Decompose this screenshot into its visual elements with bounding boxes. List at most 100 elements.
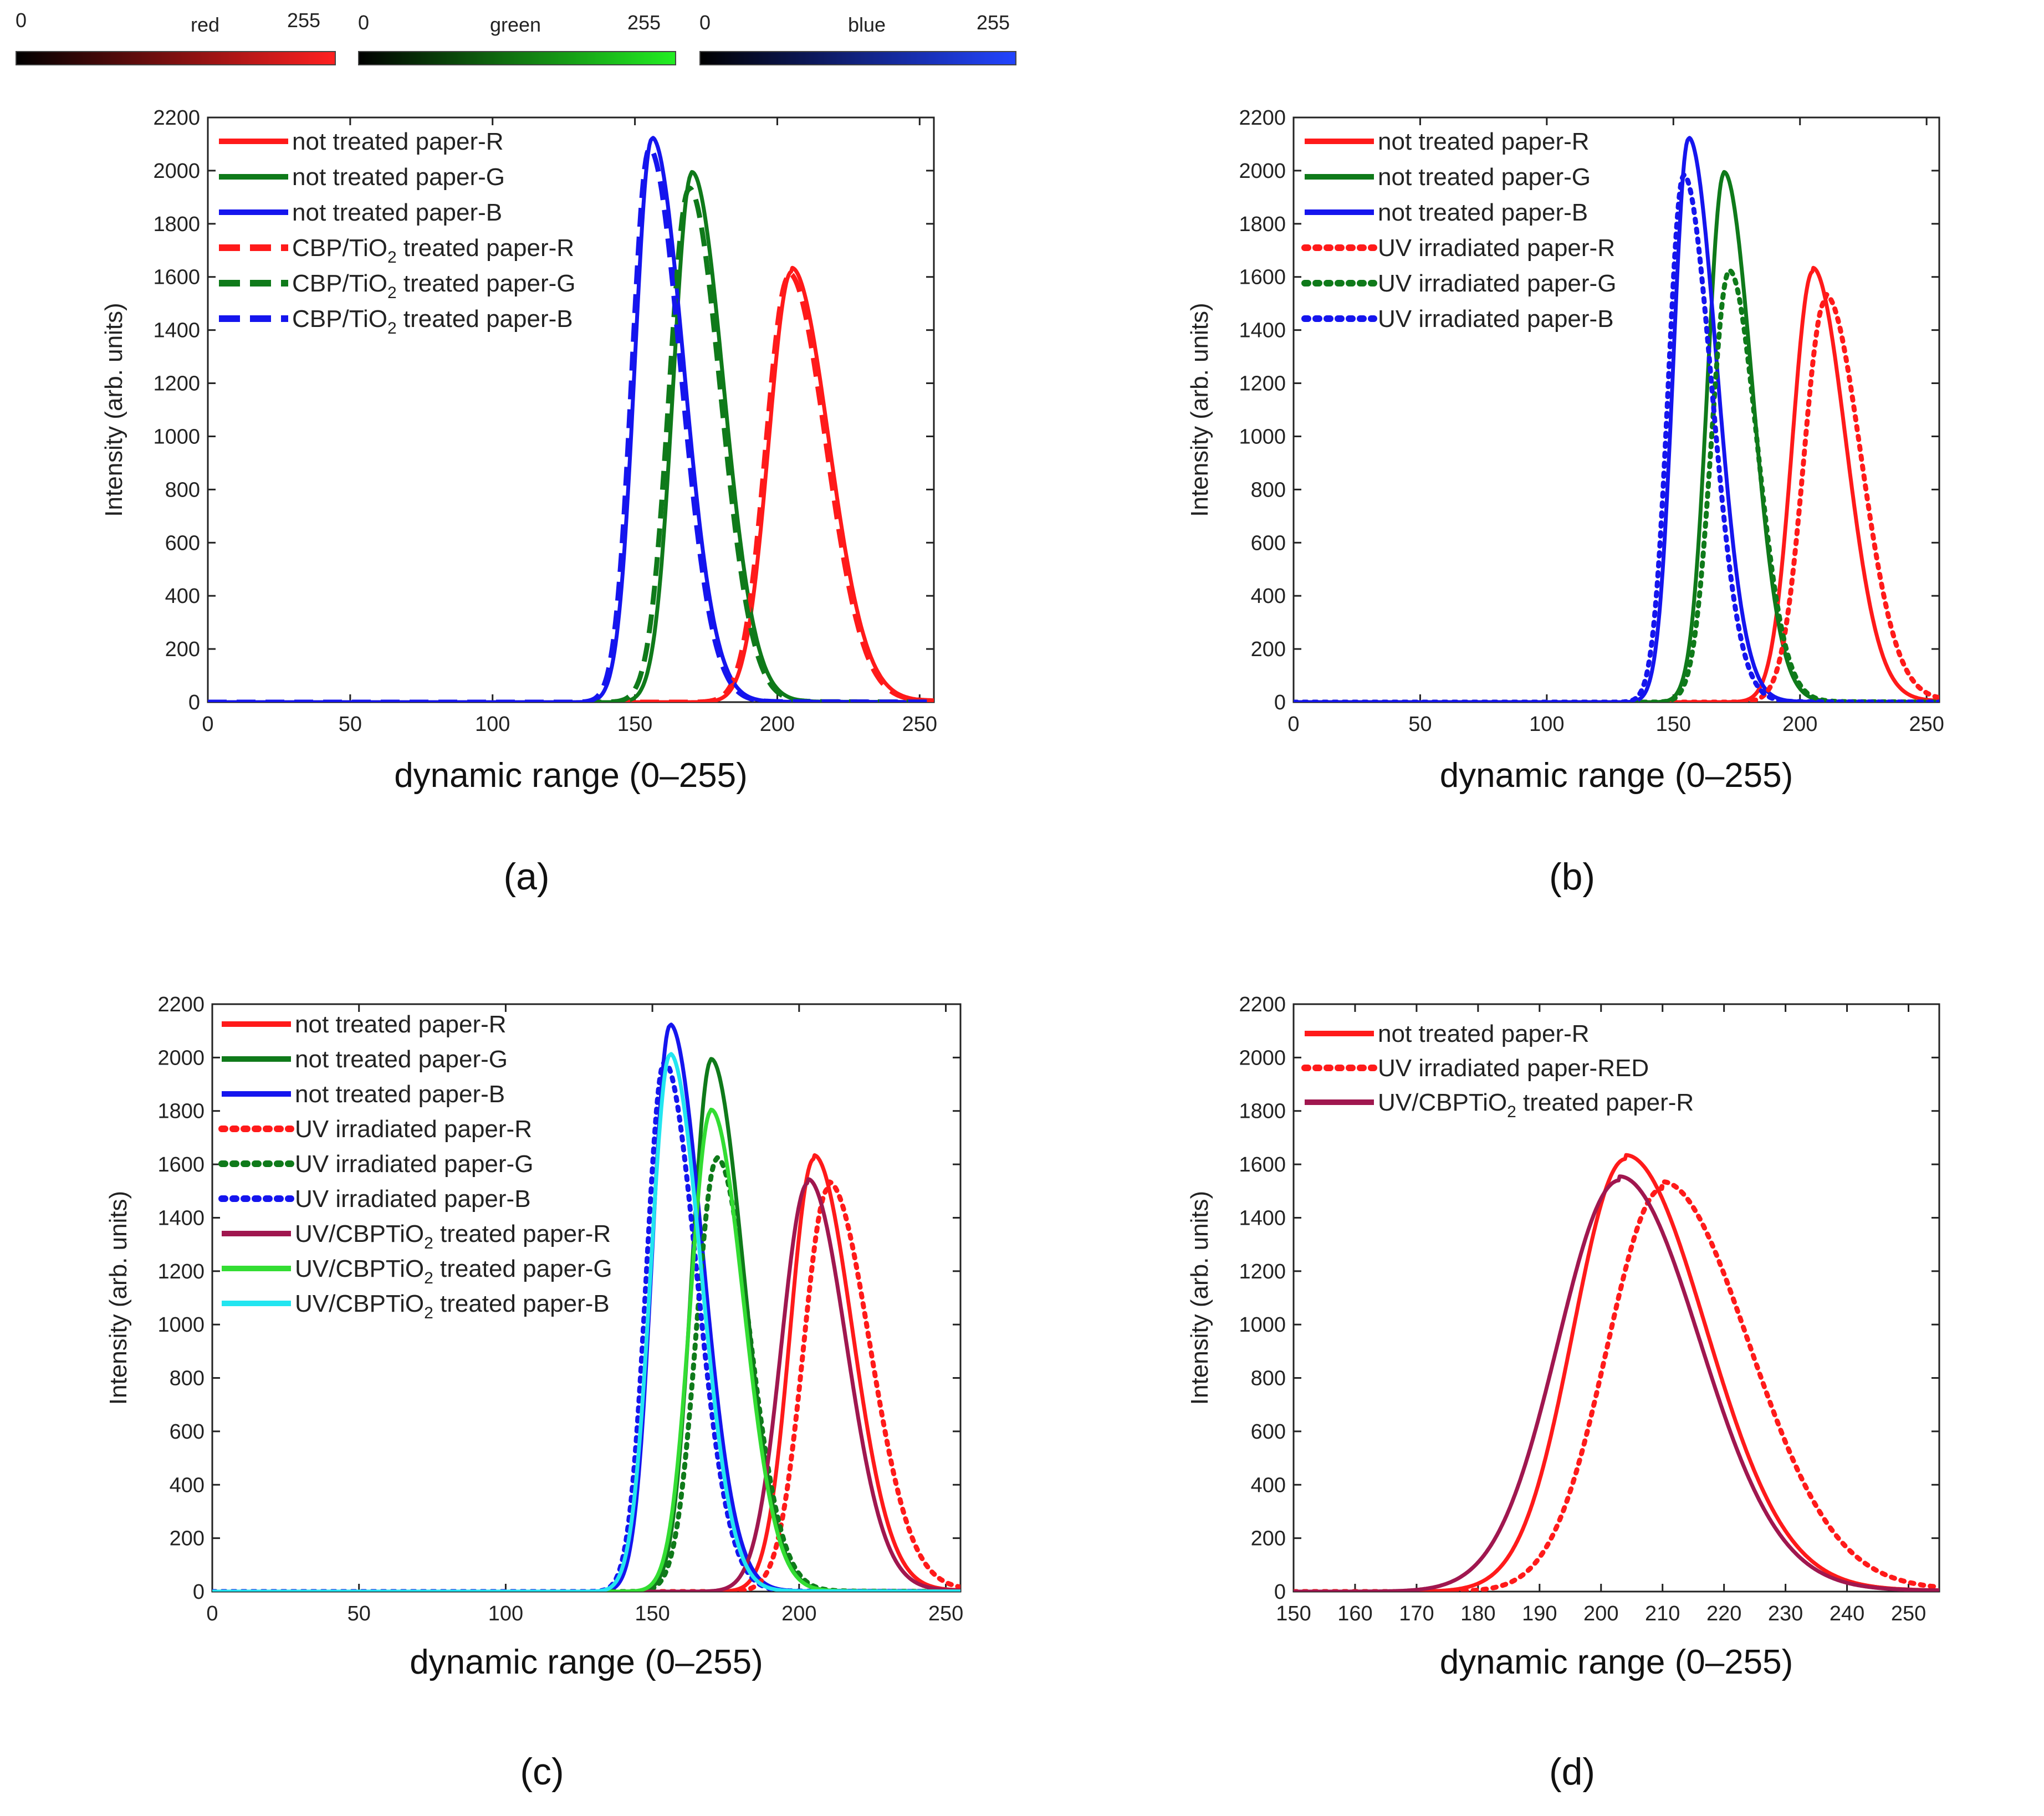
x-tick-label: 100 — [488, 1602, 523, 1625]
y-tick-label: 600 — [165, 531, 200, 555]
y-tick-label: 1200 — [157, 1260, 205, 1283]
x-tick-label: 190 — [1522, 1602, 1557, 1625]
series-line-uv-irradiated-paper-r — [1294, 291, 1939, 702]
panel-caption: (a) — [503, 856, 549, 898]
legend-label: UV/CBPTiO2 treated paper-R — [1378, 1089, 1694, 1121]
chart-panel-d: 150 160 170 180 190 200 210 220 230 240 250 0 200 400… — [1186, 993, 1940, 1793]
colorbar-blue-name: blue — [848, 13, 886, 36]
y-tick-label: 2200 — [1239, 993, 1286, 1016]
chart-panel-b: 0 50 100 150 200 250 0 200 400 600 800 1000 1200 1400… — [1186, 106, 1944, 898]
series-line-uv-irradiated-paper-red — [1294, 1179, 1939, 1592]
legend-label: not treated paper-G — [1378, 163, 1591, 191]
y-tick-label: 1400 — [1239, 319, 1286, 342]
y-tick-label: 1800 — [1239, 213, 1286, 236]
series-line-uv-irradiated-paper-b — [1294, 172, 1939, 702]
colorbar-blue-min: 0 — [699, 11, 711, 34]
x-tick-label: 150 — [1276, 1602, 1311, 1625]
legend-label: not treated paper-R — [295, 1011, 507, 1038]
series-line-not-treated-paper-r — [1294, 1153, 1939, 1592]
colorbar-green-max: 255 — [627, 11, 661, 34]
legend-label: UV irradiated paper-R — [295, 1116, 532, 1143]
colorbar-red-gradient — [16, 51, 336, 65]
y-tick-label: 1000 — [157, 1313, 205, 1337]
legend-label: UV/CBPTiO2 treated paper-G — [295, 1255, 612, 1287]
y-tick-label: 1400 — [157, 1206, 205, 1230]
series-line-not-treated-paper-r — [208, 265, 934, 702]
y-tick-label: 1600 — [1239, 266, 1286, 289]
x-tick-label: 220 — [1706, 1602, 1741, 1625]
y-tick-label: 800 — [1251, 1367, 1286, 1390]
series-line-uv-cbptio2-treated-paper-r — [212, 1177, 960, 1592]
x-tick-label: 230 — [1768, 1602, 1803, 1625]
y-tick-label: 600 — [170, 1420, 205, 1444]
y-tick-label: 2000 — [1239, 160, 1286, 183]
y-axis-label: Intensity (arb. units) — [1186, 1191, 1213, 1405]
legend-label: UV irradiated paper-B — [1378, 305, 1614, 332]
y-tick-label: 1000 — [153, 425, 200, 448]
x-tick-label: 0 — [1287, 713, 1299, 736]
legend-label: UV irradiated paper-R — [1378, 234, 1615, 262]
y-tick-label: 1200 — [1239, 1260, 1286, 1283]
y-axis-label: Intensity (arb. units) — [105, 1191, 132, 1405]
y-tick-label: 0 — [1274, 1580, 1286, 1604]
panel-caption: (d) — [1549, 1751, 1595, 1793]
series-line-uv-irradiated-paper-g — [1294, 268, 1939, 702]
series-line-not-treated-paper-r — [1294, 265, 1939, 702]
series-line-not-treated-paper-r — [212, 1153, 960, 1592]
y-axis-label: Intensity (arb. units) — [100, 303, 127, 516]
y-tick-label: 800 — [170, 1367, 205, 1390]
y-tick-label: 400 — [1251, 585, 1286, 608]
x-axis-label: dynamic range (0–255) — [410, 1643, 763, 1681]
y-tick-label: 2200 — [157, 993, 205, 1016]
x-tick-label: 180 — [1460, 1602, 1495, 1625]
colorbar-blue: 0 blue 255 — [699, 6, 1021, 72]
y-tick-label: 400 — [170, 1474, 205, 1497]
y-axis-label: Intensity (arb. units) — [1186, 303, 1213, 516]
x-tick-label: 0 — [206, 1602, 218, 1625]
y-tick-label: 600 — [1251, 1420, 1286, 1444]
colorbar-green-gradient — [358, 51, 676, 65]
x-tick-label: 200 — [1782, 713, 1817, 736]
x-axis-label: dynamic range (0–255) — [1440, 1643, 1793, 1681]
y-tick-label: 1600 — [153, 266, 200, 289]
legend-label: not treated paper-B — [295, 1081, 505, 1108]
legend-label: UV irradiated paper-B — [295, 1185, 531, 1213]
x-axis-label: dynamic range (0–255) — [394, 756, 748, 795]
x-tick-label: 150 — [635, 1602, 670, 1625]
y-tick-label: 1800 — [1239, 1100, 1286, 1123]
y-tick-label: 1800 — [153, 213, 200, 236]
x-tick-label: 250 — [928, 1602, 963, 1625]
legend-label: UV/CBPTiO2 treated paper-B — [295, 1290, 610, 1322]
y-tick-label: 0 — [1274, 691, 1286, 714]
x-tick-label: 50 — [348, 1602, 371, 1625]
series-line-uv-cbptio2-treated-paper-b — [212, 1052, 960, 1592]
y-tick-label: 1400 — [153, 319, 200, 342]
x-tick-label: 200 — [760, 713, 795, 736]
y-tick-label: 400 — [165, 585, 200, 608]
x-tick-label: 250 — [1909, 713, 1944, 736]
y-tick-label: 800 — [1251, 478, 1286, 502]
y-tick-label: 1000 — [1239, 1313, 1286, 1337]
legend-label: not treated paper-G — [292, 163, 505, 191]
x-tick-label: 170 — [1399, 1602, 1434, 1625]
legend-label: CBP/TiO2 treated paper-G — [292, 270, 576, 302]
panel-caption: (b) — [1549, 856, 1595, 898]
y-tick-label: 1000 — [1239, 425, 1286, 448]
colorbar-green: 0 green 255 — [358, 6, 679, 72]
legend-label: not treated paper-B — [292, 199, 502, 226]
y-tick-label: 1400 — [1239, 1206, 1286, 1230]
y-tick-label: 200 — [165, 638, 200, 661]
x-tick-label: 200 — [781, 1602, 816, 1625]
series-line-not-treated-paper-b — [208, 136, 934, 702]
colorbar-red-name: red — [191, 13, 220, 36]
colorbar-blue-gradient — [699, 51, 1016, 65]
x-tick-label: 240 — [1830, 1602, 1864, 1625]
colorbar-green-min: 0 — [358, 11, 370, 34]
y-tick-label: 1600 — [1239, 1153, 1286, 1176]
legend-label: not treated paper-R — [1378, 128, 1590, 155]
y-tick-label: 800 — [165, 478, 200, 502]
y-tick-label: 0 — [193, 1580, 205, 1604]
x-tick-label: 210 — [1645, 1602, 1680, 1625]
y-tick-label: 1200 — [153, 372, 200, 396]
y-tick-label: 400 — [1251, 1474, 1286, 1497]
